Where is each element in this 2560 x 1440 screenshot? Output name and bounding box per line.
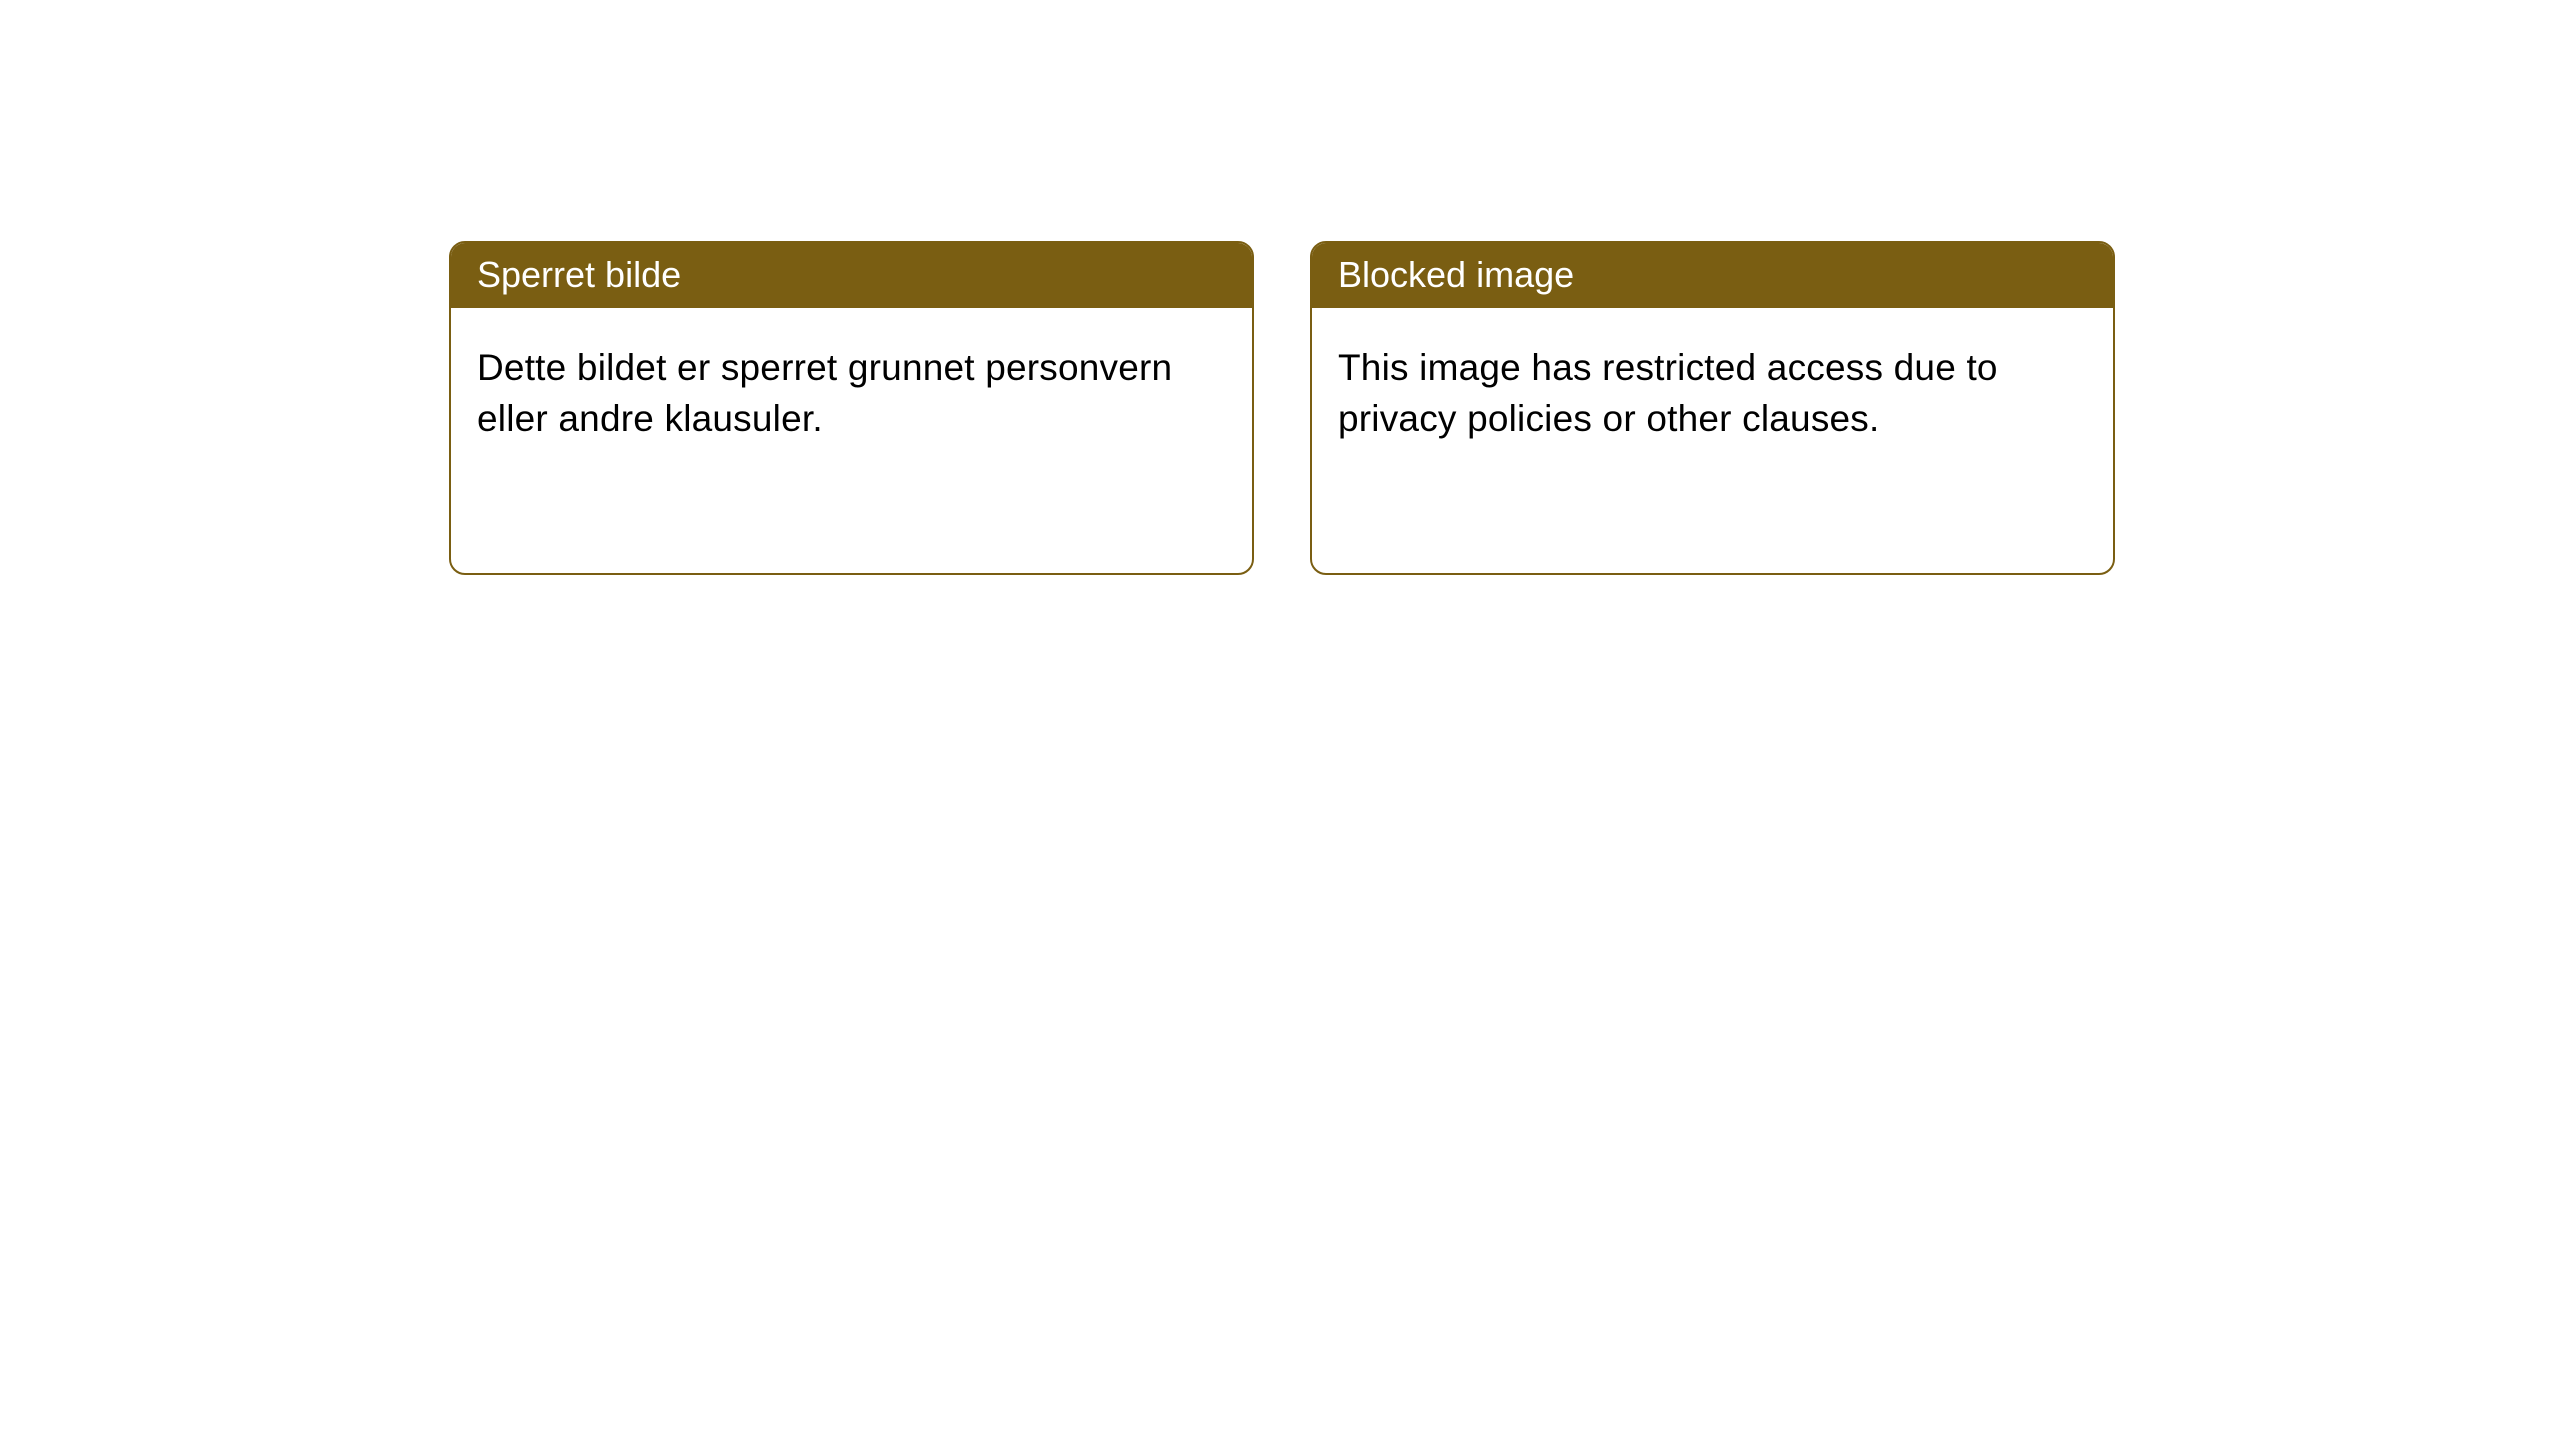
notice-card-body: Dette bildet er sperret grunnet personve… (451, 308, 1252, 478)
notice-card-english: Blocked image This image has restricted … (1310, 241, 2115, 575)
notice-card-body: This image has restricted access due to … (1312, 308, 2113, 478)
notice-card-title: Sperret bilde (451, 243, 1252, 308)
notice-card-title: Blocked image (1312, 243, 2113, 308)
notice-card-group: Sperret bilde Dette bildet er sperret gr… (449, 241, 2560, 575)
notice-card-norwegian: Sperret bilde Dette bildet er sperret gr… (449, 241, 1254, 575)
